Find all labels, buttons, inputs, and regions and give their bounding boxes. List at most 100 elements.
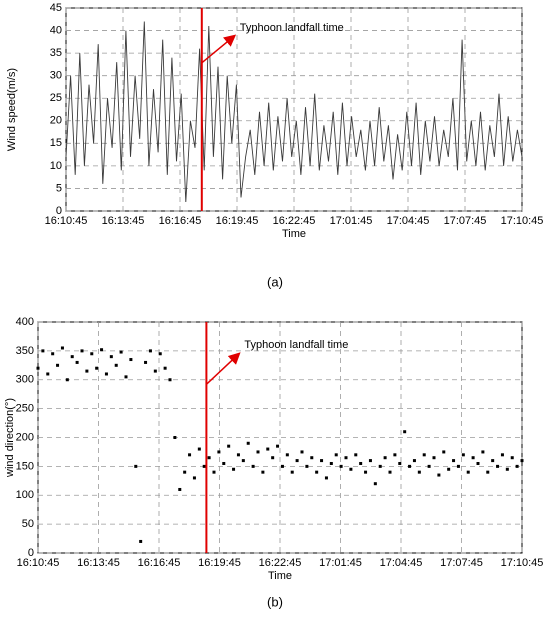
wind-direction-point xyxy=(202,464,206,468)
y-tick-label: 50 xyxy=(22,518,34,530)
wind-direction-point xyxy=(481,450,485,454)
y-tick-label: 0 xyxy=(28,547,34,559)
y-tick-label: 45 xyxy=(50,2,62,14)
wind-direction-point xyxy=(305,464,309,468)
y-tick-label: 15 xyxy=(50,137,62,149)
wind-direction-point xyxy=(373,482,377,486)
wind-direction-point xyxy=(408,464,412,468)
wind-direction-point xyxy=(173,436,177,439)
x-tick-label: 16:22:45 xyxy=(259,557,302,569)
wind-direction-point xyxy=(266,447,270,451)
wind-direction-point xyxy=(285,453,289,457)
wind-direction-point xyxy=(65,378,69,382)
y-axis-label: wind direction(°) xyxy=(4,398,16,478)
wind-direction-point xyxy=(197,447,201,451)
y-tick-label: 5 xyxy=(56,182,62,194)
x-tick-label: 16:13:45 xyxy=(77,557,120,569)
wind-direction-point xyxy=(168,378,172,382)
wind-direction-point xyxy=(153,369,157,373)
wind-direction-point xyxy=(310,456,314,460)
wind-direction-point xyxy=(256,450,260,454)
annotation: Typhoon landfall time xyxy=(244,339,348,351)
wind-direction-point xyxy=(320,459,324,463)
wind-direction-point xyxy=(95,366,99,370)
wind-direction-point xyxy=(496,464,500,468)
wind-direction-point xyxy=(75,360,79,364)
wind-direction-point xyxy=(383,456,387,460)
y-tick-label: 25 xyxy=(50,92,62,104)
annotation: Typhoon landfall time xyxy=(240,22,344,34)
wind-direction-point xyxy=(417,470,421,474)
y-tick-label: 30 xyxy=(50,70,62,82)
wind-direction-point xyxy=(500,453,504,457)
wind-direction-point xyxy=(222,461,226,465)
wind-direction-point xyxy=(452,459,456,463)
caption: (a) xyxy=(267,274,283,289)
wind-direction-point xyxy=(315,470,319,474)
y-tick-label: 250 xyxy=(16,403,34,415)
x-axis-label: Time xyxy=(282,228,306,240)
wind-direction-point xyxy=(246,441,250,445)
wind-direction-point xyxy=(134,464,138,468)
wind-direction-point xyxy=(232,467,236,471)
wind-direction-point xyxy=(510,456,514,460)
wind-speed-line xyxy=(65,21,523,203)
wind-direction-point xyxy=(139,539,143,543)
y-tick-label: 100 xyxy=(16,489,34,501)
wind-direction-point xyxy=(403,430,407,434)
wind-direction-point xyxy=(427,464,431,468)
wind-direction-point xyxy=(324,476,328,480)
wind-direction-point xyxy=(163,366,167,370)
wind-direction-point xyxy=(344,456,348,460)
wind-direction-point xyxy=(217,450,221,454)
wind-direction-point xyxy=(393,453,397,457)
x-tick-label: 17:04:45 xyxy=(380,557,423,569)
wind-direction-point xyxy=(461,453,465,457)
x-tick-label: 16:19:45 xyxy=(216,215,259,227)
wind-direction-point xyxy=(422,453,426,457)
wind-direction-point xyxy=(114,363,118,367)
wind-direction-point xyxy=(90,352,94,356)
wind-direction-point xyxy=(359,461,363,465)
wind-direction-point xyxy=(36,366,40,370)
wind-direction-point xyxy=(158,352,162,356)
wind-direction-point xyxy=(398,461,402,465)
wind-direction-point xyxy=(447,467,451,471)
wind-direction-point xyxy=(456,464,460,468)
wind-direction-point xyxy=(364,470,368,474)
wind-direction-point xyxy=(70,355,74,359)
wind-direction-point xyxy=(442,450,446,454)
wind-direction-point xyxy=(271,456,275,460)
wind-direction-point xyxy=(148,349,152,353)
wind-direction-point xyxy=(178,487,182,491)
wind-direction-point xyxy=(329,461,333,465)
wind-direction-point xyxy=(192,476,196,480)
y-tick-label: 35 xyxy=(50,47,62,59)
landfall-arrow xyxy=(205,352,241,385)
wind-direction-point xyxy=(104,372,108,376)
wind-direction-point xyxy=(505,467,509,471)
wind-direction-point xyxy=(236,453,240,457)
wind-direction-point xyxy=(354,453,358,457)
x-tick-label: 17:07:45 xyxy=(440,557,483,569)
wind-direction-point xyxy=(280,464,284,468)
wind-direction-point xyxy=(388,470,392,474)
wind-direction-point xyxy=(100,348,104,352)
wind-direction-point xyxy=(60,346,64,350)
wind-direction-point xyxy=(212,470,216,474)
wind-direction-point xyxy=(207,456,211,460)
wind-direction-point xyxy=(46,372,50,376)
wind-direction-point xyxy=(300,450,304,454)
x-tick-label: 16:10:45 xyxy=(45,215,88,227)
wind-direction-point xyxy=(295,459,299,463)
wind-direction-point xyxy=(129,358,133,362)
wind-direction-point xyxy=(486,470,490,474)
x-tick-label: 16:16:45 xyxy=(159,215,202,227)
x-tick-label: 17:10:45 xyxy=(501,557,544,569)
x-axis-label: Time xyxy=(268,570,292,582)
wind-direction-point xyxy=(349,467,353,471)
y-tick-label: 0 xyxy=(56,205,62,217)
wind-direction-point xyxy=(227,444,231,448)
x-tick-label: 17:07:45 xyxy=(444,215,487,227)
x-tick-label: 16:19:45 xyxy=(198,557,241,569)
